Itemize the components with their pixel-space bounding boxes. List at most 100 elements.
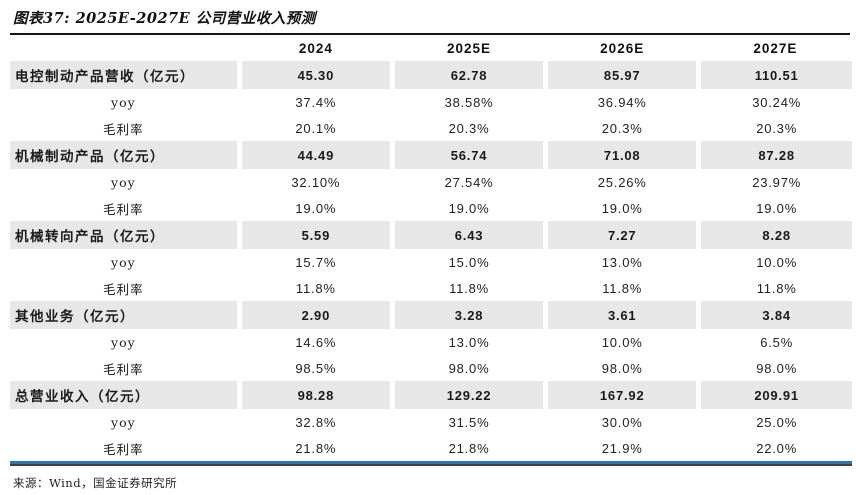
table-row: 毛利率 21.8% 21.8% 21.9% 22.0% [10, 435, 852, 461]
year-column-header: 2025E [447, 40, 492, 56]
table-cell: 6.43 [389, 221, 546, 249]
table-cell: 3.84 [696, 301, 852, 329]
table-cell: 32.10% [236, 169, 393, 195]
table-cell: 71.08 [543, 141, 699, 169]
table-cell: 23.97% [696, 169, 852, 195]
table-cell: 37.4% [236, 89, 393, 115]
figure-title: 图表37: 2025E-2027E 公司营业收入预测 [13, 10, 316, 27]
row-label: 其他业务（亿元） [10, 301, 240, 329]
table-cell: 25.0% [696, 409, 852, 435]
table-row: 毛利率 19.0% 19.0% 19.0% 19.0% [10, 195, 852, 221]
table-cell: 19.0% [236, 195, 393, 221]
table-bottom-border [10, 461, 852, 464]
row-label: 毛利率 [103, 201, 144, 217]
table-cell: 21.9% [543, 435, 699, 461]
table-cell: 19.0% [696, 195, 852, 221]
table-row: yoy 15.7% 15.0% 13.0% 10.0% [10, 249, 852, 275]
row-label: yoy [111, 94, 136, 110]
table-cell: 98.28 [236, 381, 393, 409]
row-label: 毛利率 [103, 441, 144, 457]
table-row: 机械制动产品（亿元） 44.49 56.74 71.08 87.28 [10, 141, 852, 169]
table-cell: 32.8% [236, 409, 393, 435]
table-cell: 11.8% [236, 275, 393, 301]
row-label: yoy [111, 174, 136, 190]
table-cell: 13.0% [543, 249, 699, 275]
table-cell: 209.91 [696, 381, 852, 409]
table-cell: 20.1% [236, 115, 393, 141]
table-row: yoy 14.6% 13.0% 10.0% 6.5% [10, 329, 852, 355]
table-cell: 56.74 [389, 141, 546, 169]
table-cell: 11.8% [389, 275, 546, 301]
table-cell: 14.6% [236, 329, 393, 355]
row-label: 电控制动产品营收（亿元） [10, 61, 240, 89]
table-cell: 11.8% [543, 275, 699, 301]
table-cell: 3.28 [389, 301, 546, 329]
row-label: yoy [111, 254, 136, 270]
table-cell: 8.28 [696, 221, 852, 249]
table-cell: 98.0% [389, 355, 546, 381]
table-row: 毛利率 98.5% 98.0% 98.0% 98.0% [10, 355, 852, 381]
source-note: 来源：Wind，国金证券研究所 [13, 476, 178, 490]
table-cell: 98.0% [543, 355, 699, 381]
table-row: 其他业务（亿元） 2.90 3.28 3.61 3.84 [10, 301, 852, 329]
title-rule [10, 33, 850, 35]
table-cell: 3.61 [543, 301, 699, 329]
table-row: 总营业收入（亿元） 98.28 129.22 167.92 209.91 [10, 381, 852, 409]
revenue-forecast-table: 2024 2025E 2026E 2027E 电控制动产品营收（亿元） 45.30 62… [10, 35, 852, 461]
table-cell: 110.51 [696, 61, 852, 89]
table-bottom-border-shadow [10, 464, 852, 466]
table-cell: 22.0% [696, 435, 852, 461]
table-cell: 2.90 [236, 301, 393, 329]
table-header: 2024 2025E 2026E 2027E [10, 35, 852, 61]
row-label: 毛利率 [103, 121, 144, 137]
year-column-header: 2027E [753, 40, 798, 56]
year-column-header: 2024 [298, 40, 333, 56]
table-body: 电控制动产品营收（亿元） 45.30 62.78 85.97 110.51 yoy 3… [10, 61, 852, 461]
table-cell: 10.0% [543, 329, 699, 355]
table-cell: 20.3% [543, 115, 699, 141]
table-cell: 19.0% [543, 195, 699, 221]
table-row: yoy 32.8% 31.5% 30.0% 25.0% [10, 409, 852, 435]
table-row: 毛利率 20.1% 20.3% 20.3% 20.3% [10, 115, 852, 141]
table-cell: 27.54% [389, 169, 546, 195]
table-cell: 20.3% [389, 115, 546, 141]
year-column-header: 2026E [600, 40, 645, 56]
table-row: yoy 37.4% 38.58% 36.94% 30.24% [10, 89, 852, 115]
table-cell: 36.94% [543, 89, 699, 115]
table-row: 毛利率 11.8% 11.8% 11.8% 11.8% [10, 275, 852, 301]
header-spacer [10, 35, 239, 61]
table-cell: 7.27 [543, 221, 699, 249]
table-cell: 45.30 [236, 61, 393, 89]
table-cell: 30.0% [543, 409, 699, 435]
header-row: 2024 2025E 2026E 2027E [10, 35, 852, 61]
table-cell: 20.3% [696, 115, 852, 141]
table-cell: 5.59 [236, 221, 393, 249]
table-row: 电控制动产品营收（亿元） 45.30 62.78 85.97 110.51 [10, 61, 852, 89]
table-cell: 98.0% [696, 355, 852, 381]
table-cell: 85.97 [543, 61, 699, 89]
table-cell: 62.78 [389, 61, 546, 89]
table-cell: 30.24% [696, 89, 852, 115]
row-label: yoy [111, 414, 136, 430]
row-label: 毛利率 [103, 361, 144, 377]
row-label: 机械制动产品（亿元） [10, 141, 240, 169]
table-cell: 44.49 [236, 141, 393, 169]
table-cell: 167.92 [543, 381, 699, 409]
row-label: 机械转向产品（亿元） [10, 221, 240, 249]
table-cell: 15.7% [236, 249, 393, 275]
table-row: 机械转向产品（亿元） 5.59 6.43 7.27 8.28 [10, 221, 852, 249]
table-cell: 98.5% [236, 355, 393, 381]
row-label: yoy [111, 334, 136, 350]
table-cell: 10.0% [696, 249, 852, 275]
table-cell: 15.0% [389, 249, 546, 275]
table-cell: 129.22 [389, 381, 546, 409]
table-cell: 21.8% [389, 435, 546, 461]
table-cell: 21.8% [236, 435, 393, 461]
row-label: 毛利率 [103, 281, 144, 297]
table-row: yoy 32.10% 27.54% 25.26% 23.97% [10, 169, 852, 195]
table-cell: 19.0% [389, 195, 546, 221]
table-cell: 13.0% [389, 329, 546, 355]
table-cell: 31.5% [389, 409, 546, 435]
row-label: 总营业收入（亿元） [10, 381, 240, 409]
